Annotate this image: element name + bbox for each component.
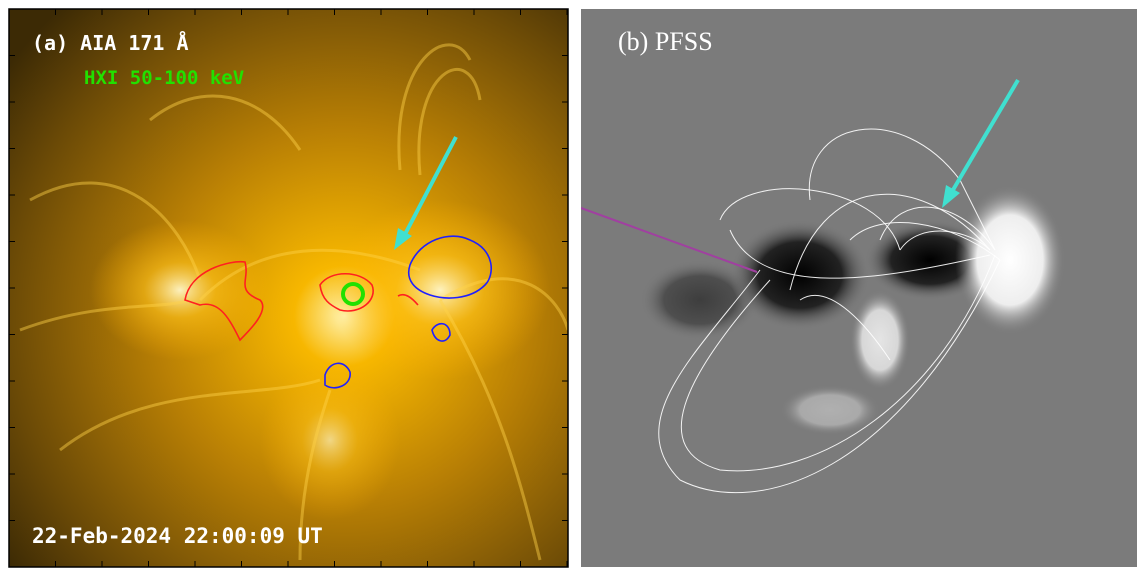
panel-a-label: (a) AIA 171 Å — [32, 31, 189, 55]
panel-b-image — [581, 9, 1137, 567]
page: (a) AIA 171 Å HXI 50-100 keV 22-Feb-2024… — [0, 0, 1137, 569]
overlay-label: HXI 50-100 keV — [84, 67, 244, 89]
timestamp: 22-Feb-2024 22:00:09 UT — [32, 524, 323, 548]
panel-b-label: (b) PFSS — [618, 27, 713, 56]
panel-a-image — [9, 9, 568, 567]
figure: (a) AIA 171 Å HXI 50-100 keV 22-Feb-2024… — [0, 0, 1137, 569]
